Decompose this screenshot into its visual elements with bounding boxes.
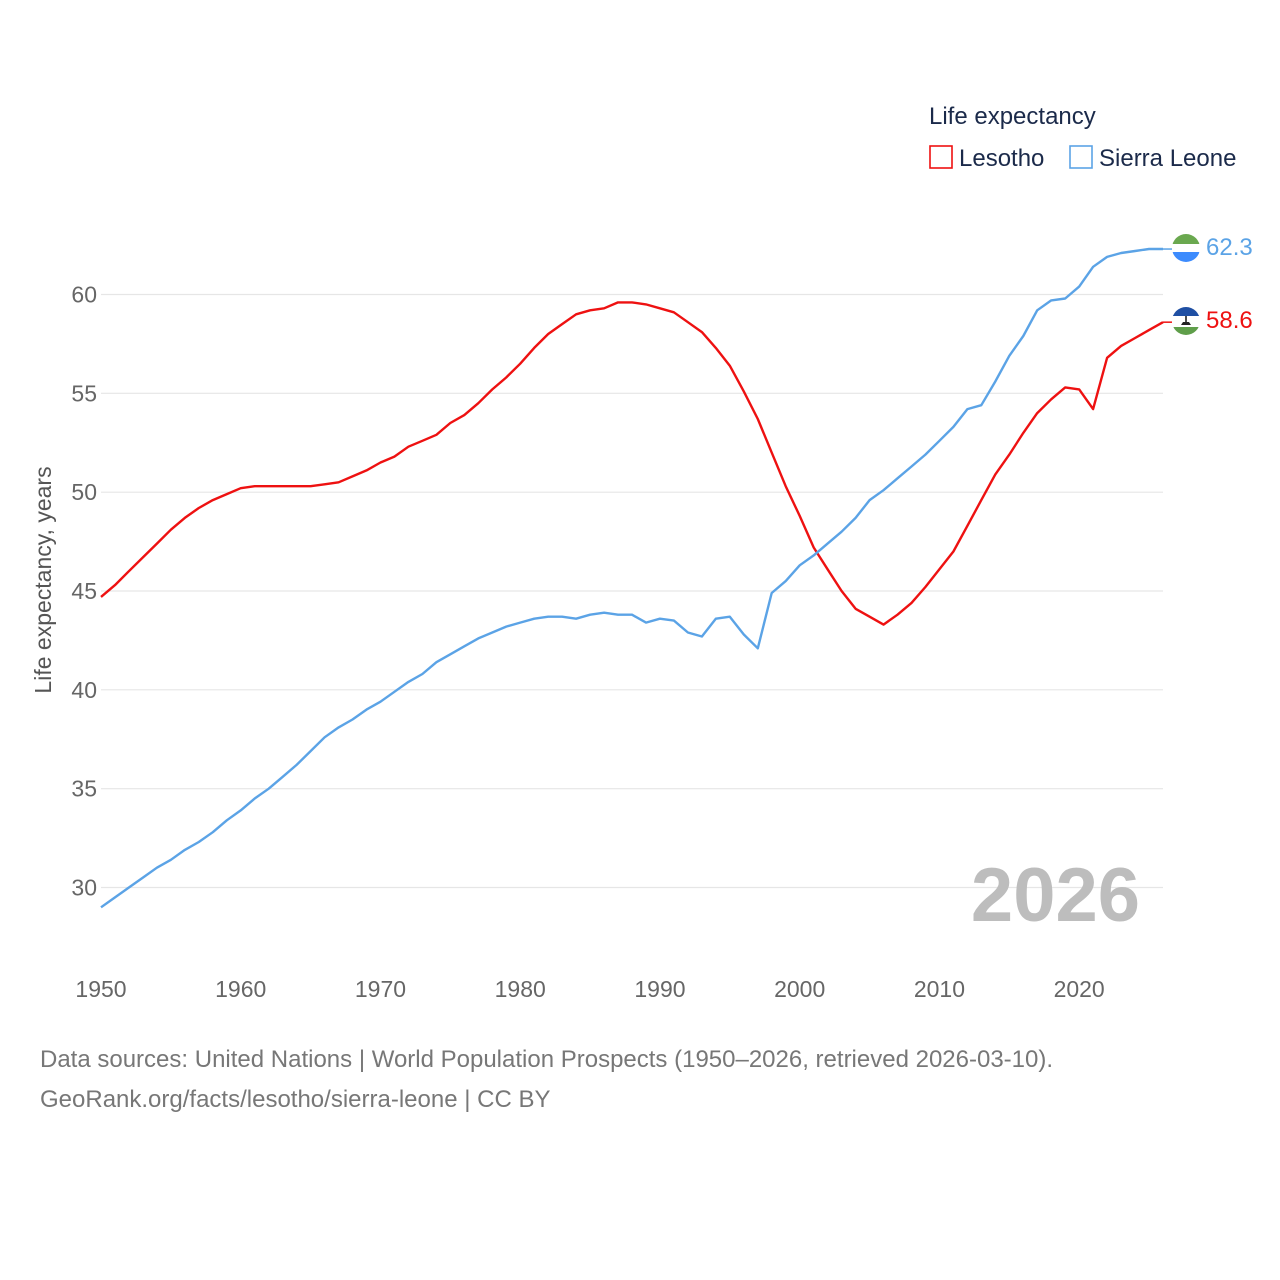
x-axis-ticks: 1950 1960 1970 1980 1990 2000 2010 2020	[75, 976, 1104, 1002]
grid-lines	[101, 293, 1163, 889]
x-tick-2020: 2020	[1054, 976, 1105, 1002]
legend-title: Life expectancy	[929, 103, 1096, 130]
series-lines	[100, 247, 1172, 909]
y-axis-ticks: 30 35 40 45 50 55 60	[71, 282, 97, 901]
y-axis-title: Life expectancy, years	[30, 466, 56, 693]
x-tick-1980: 1980	[495, 976, 546, 1002]
x-tick-1950: 1950	[75, 976, 126, 1002]
source-note: Data sources: United Nations | World Pop…	[40, 1040, 1053, 1120]
lesotho-end-marker: 58.6	[1172, 307, 1253, 335]
y-tick-30: 30	[71, 875, 97, 901]
legend-swatch-lesotho[interactable]	[929, 145, 953, 169]
lesotho-end-value: 58.6	[1206, 307, 1253, 334]
y-tick-55: 55	[71, 380, 97, 406]
legend: Life expectancy Lesotho Sierra Leone	[929, 103, 1236, 172]
x-tick-1970: 1970	[355, 976, 406, 1002]
y-tick-60: 60	[71, 282, 97, 308]
lesotho-flag-icon	[1172, 307, 1200, 335]
series-line-lesotho	[100, 301, 1164, 626]
y-tick-50: 50	[71, 479, 97, 505]
year-overlay: 2026	[971, 853, 1140, 938]
legend-swatch-sierra-leone[interactable]	[1069, 145, 1093, 169]
x-tick-2000: 2000	[774, 976, 825, 1002]
y-tick-45: 45	[71, 578, 97, 604]
life-expectancy-chart: 30 35 40 45 50 55 60 1950 1960 1970 1980 1990 2000 2…	[30, 103, 1253, 1002]
source-line-2: GeoRank.org/facts/lesotho/sierra-leone |…	[40, 1086, 551, 1113]
y-tick-40: 40	[71, 677, 97, 703]
sierra-leone-flag-icon	[1172, 234, 1200, 262]
x-tick-2010: 2010	[914, 976, 965, 1002]
source-line-1: Data sources: United Nations | World Pop…	[40, 1046, 1054, 1073]
x-tick-1990: 1990	[634, 976, 685, 1002]
x-tick-1960: 1960	[215, 976, 266, 1002]
sierra-leone-end-value: 62.3	[1206, 234, 1253, 261]
legend-label-lesotho[interactable]: Lesotho	[959, 145, 1044, 172]
series-line-sierra-leone	[100, 247, 1163, 909]
legend-label-sierra-leone[interactable]: Sierra Leone	[1099, 145, 1236, 172]
y-tick-35: 35	[71, 776, 97, 802]
sierra-leone-end-marker: 62.3	[1172, 234, 1253, 262]
